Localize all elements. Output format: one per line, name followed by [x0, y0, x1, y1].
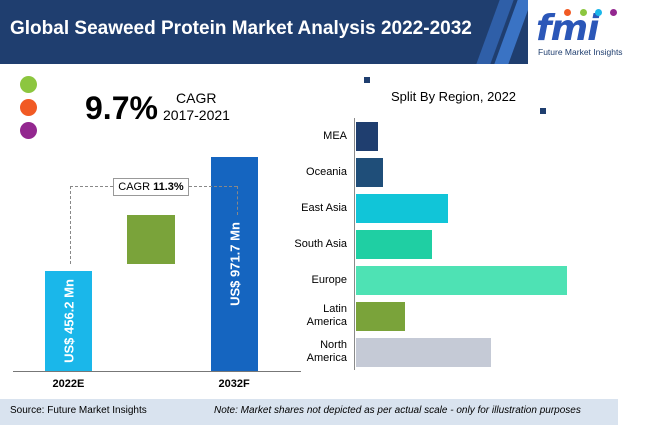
region-bar-oceania: [356, 157, 383, 187]
region-label: Oceania: [306, 165, 347, 178]
logo-tagline: Future Market Insights: [538, 47, 623, 57]
region-chart-title: Split By Region, 2022: [391, 89, 517, 104]
region-bar-north-america: [356, 337, 491, 367]
region-bar-europe: [356, 265, 567, 295]
logo-dot-icon: [564, 9, 571, 16]
x-tick-label: 2032F: [218, 378, 250, 390]
header-banner: Global Seaweed Protein Market Analysis 2…: [0, 0, 650, 64]
square-marker-icon: [364, 77, 370, 83]
bar-value-label: US$ 456.2 Mn: [61, 278, 76, 363]
cagr-dashed-line: [70, 186, 71, 264]
forecast-cagr-label: CAGR: [118, 181, 151, 193]
orange-dot-icon: [20, 99, 37, 116]
company-logo: fmi Future Market Insights: [528, 0, 650, 64]
region-label: Latin America: [306, 303, 347, 328]
region-label: East Asia: [301, 201, 347, 214]
region-label: North America: [306, 339, 347, 364]
region-bar-east-asia: [356, 193, 448, 223]
note-text: Note: Market shares not depicted as per …: [214, 405, 581, 416]
historic-cagr-label: CAGR: [176, 90, 217, 106]
region-bar-south-asia: [356, 229, 432, 259]
square-marker-icon: [540, 108, 546, 114]
region-label: Europe: [311, 273, 347, 286]
logo-dot-icon: [595, 9, 602, 16]
y-axis-line: [354, 118, 355, 370]
logo-dot-icon: [580, 9, 587, 16]
historic-cagr-value: 9.7%: [85, 90, 158, 126]
region-label: South Asia: [294, 237, 347, 250]
cagr-dashed-line: [237, 186, 238, 215]
cagr-dashed-line: [70, 186, 113, 187]
green-dot-icon: [20, 76, 37, 93]
page-title: Global Seaweed Protein Market Analysis 2…: [10, 18, 472, 39]
forecast-cagr-value: 11.3%: [153, 181, 184, 193]
cagr-dashed-line: [189, 186, 237, 187]
x-tick-label: 2022E: [52, 378, 85, 390]
region-bar-mea: [356, 121, 378, 151]
source-text: Source: Future Market Insights: [10, 405, 147, 416]
purple-dot-icon: [20, 122, 37, 139]
growth-connector-box: [127, 215, 175, 264]
historic-cagr-period: 2017-2021: [163, 107, 230, 123]
forecast-cagr-box: CAGR 11.3%: [113, 178, 189, 196]
bar-2032F: US$ 971.7 Mn: [211, 157, 258, 371]
bar-value-label: US$ 971.7 Mn: [227, 222, 242, 306]
logo-dot-icon: [610, 9, 617, 16]
region-label: MEA: [323, 129, 347, 142]
x-axis-line: [13, 371, 301, 372]
footer-bar: Source: Future Market Insights Note: Mar…: [0, 399, 618, 425]
bar-2022E: US$ 456.2 Mn: [45, 270, 92, 371]
region-bar-latin-america: [356, 301, 405, 331]
